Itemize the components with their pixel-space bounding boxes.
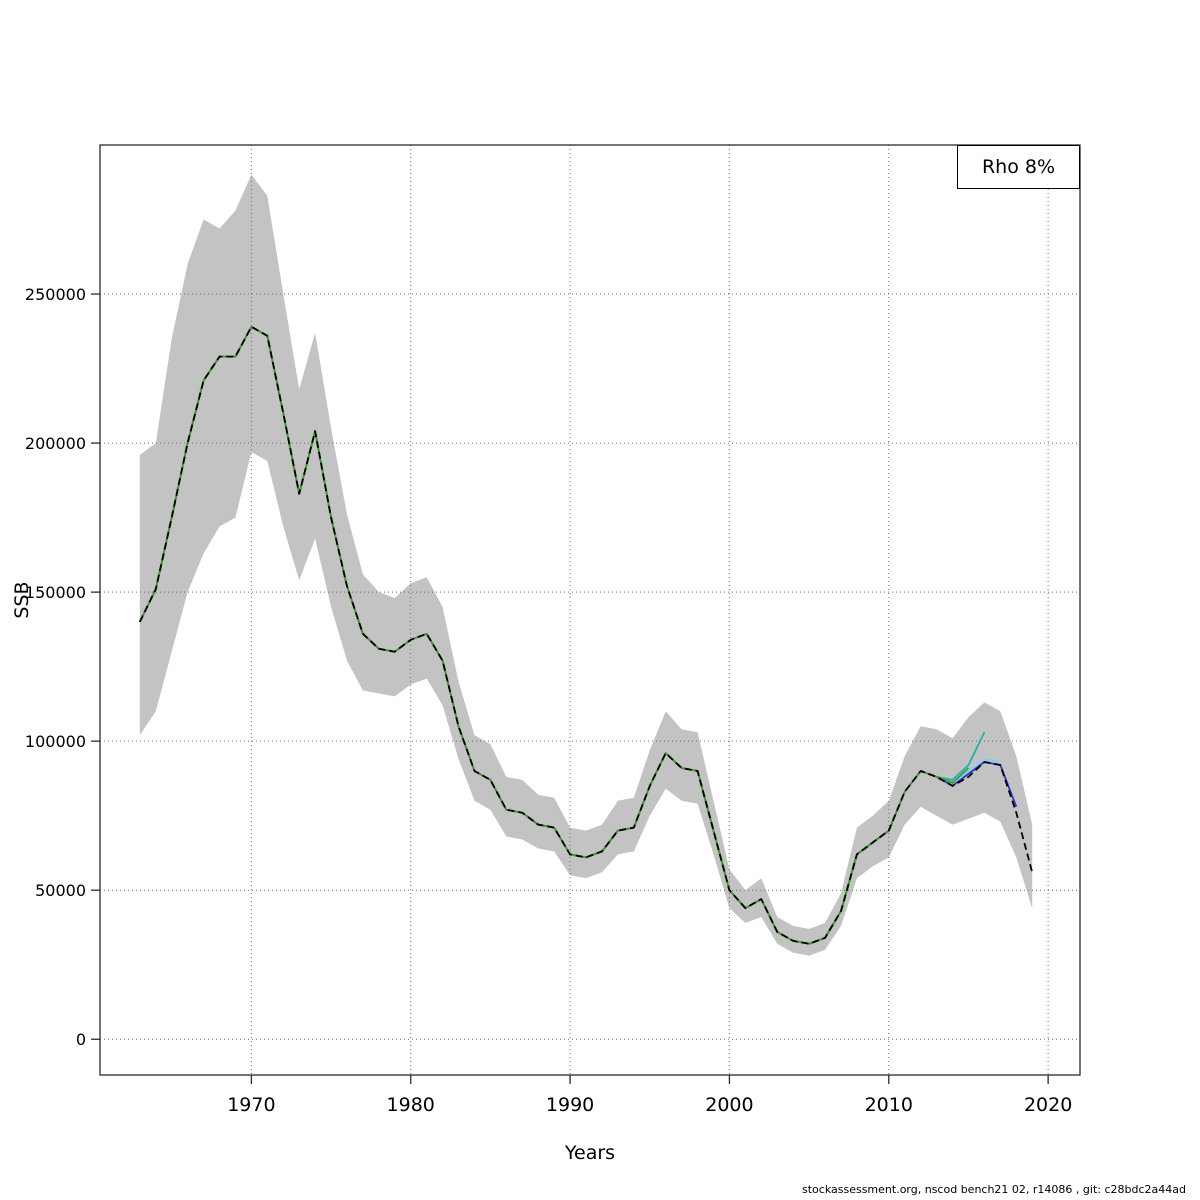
y-tick-label: 250000 <box>25 285 86 304</box>
x-tick-label: 2020 <box>1024 1094 1072 1116</box>
x-tick-label: 1980 <box>387 1094 435 1116</box>
series-line-base-2019 <box>138 325 1034 945</box>
y-tick-label: 0 <box>76 1030 86 1049</box>
legend-box: Rho 8% <box>957 145 1080 189</box>
x-tick-label: 2010 <box>865 1094 913 1116</box>
confidence-band <box>139 174 1033 956</box>
y-tick-label: 150000 <box>25 583 86 602</box>
x-tick-label: 1990 <box>546 1094 594 1116</box>
legend-label: Rho 8% <box>981 156 1056 178</box>
x-axis-label: Years <box>564 1142 616 1164</box>
y-tick-label: 100000 <box>25 732 86 751</box>
y-axis-label: SSB <box>11 581 33 619</box>
footer-text: stockassessment.org, nscod bench21 02, r… <box>802 1183 1186 1196</box>
y-tick-label: 200000 <box>25 434 86 453</box>
x-tick-label: 1970 <box>227 1094 275 1116</box>
y-tick-label: 50000 <box>35 881 86 900</box>
plot-border <box>99 144 1081 1076</box>
x-tick-label: 2000 <box>705 1094 753 1116</box>
